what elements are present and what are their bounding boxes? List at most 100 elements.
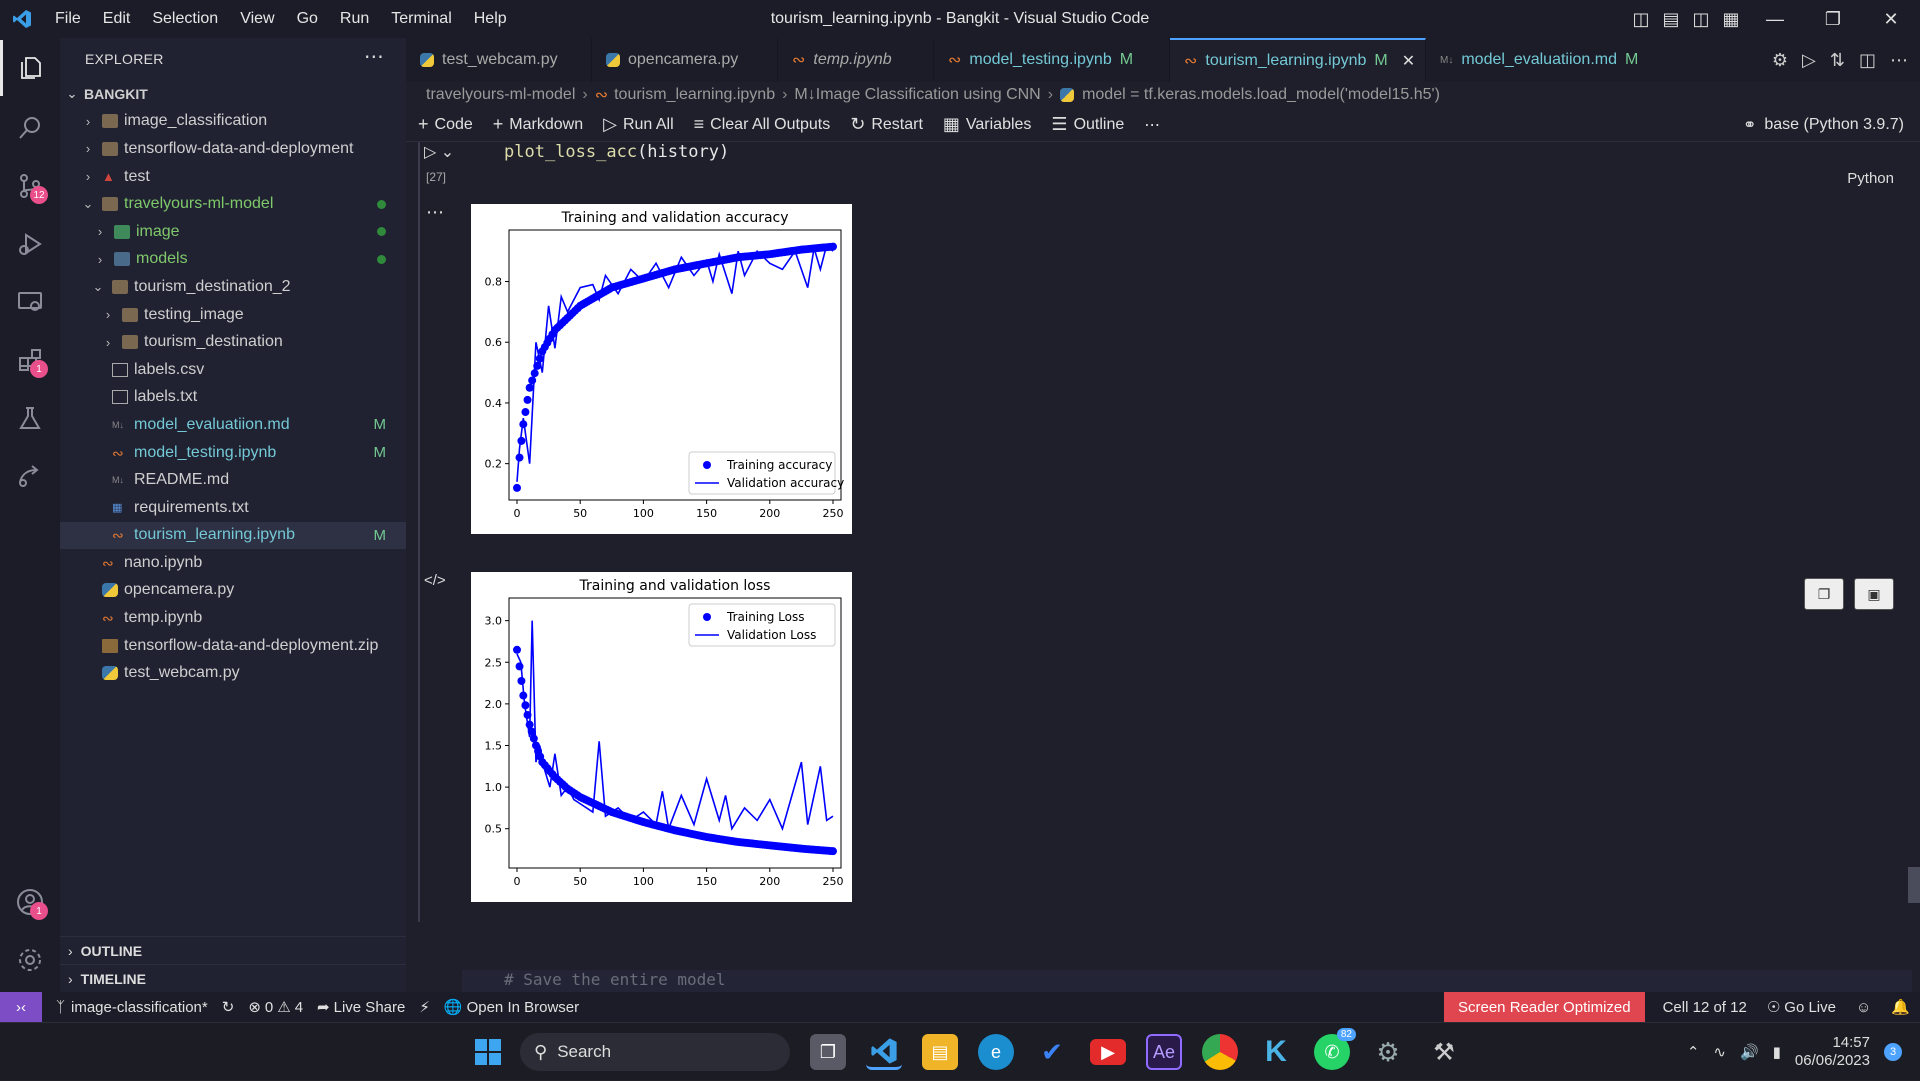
kernel-picker[interactable]: ⚭ base (Python 3.9.7) <box>1742 115 1904 134</box>
edge-browser-icon[interactable]: e <box>978 1034 1014 1070</box>
tree-item-testing-image[interactable]: › testing_image <box>60 301 406 329</box>
remote-indicator-icon[interactable]: ›‹ <box>0 992 42 1022</box>
breadcrumb-heading[interactable]: M↓Image Classification using CNN <box>794 86 1041 103</box>
close-window-button[interactable]: ✕ <box>1883 8 1899 29</box>
tree-item-travelyours-ml-model[interactable]: ⌄ travelyours-ml-model <box>60 190 406 218</box>
live-share-icon[interactable] <box>0 448 60 504</box>
cell-code[interactable]: plot_loss_acc(history) <box>504 142 730 162</box>
flash-icon[interactable]: ⚡ <box>419 999 430 1016</box>
notifications-bell-icon[interactable]: 🔔 <box>1891 999 1910 1016</box>
extensions-icon[interactable]: 1 <box>0 332 60 388</box>
copy-output-icon[interactable]: ❐ <box>1804 578 1844 610</box>
tab-opencamera-py[interactable]: opencamera.py <box>592 38 778 82</box>
taskbar-search[interactable]: ⚲ Search <box>520 1033 790 1071</box>
sync-icon[interactable]: ↻ <box>221 999 235 1016</box>
menu-go[interactable]: Go <box>296 10 318 27</box>
notification-count[interactable]: 3 <box>1884 1043 1902 1061</box>
more-actions-icon[interactable]: ⋯ <box>1890 49 1908 70</box>
go-live-button[interactable]: ☉ Go Live <box>1766 998 1836 1017</box>
split-editor-icon[interactable]: ◫ <box>1858 49 1876 70</box>
tree-item-test[interactable]: › ▲ test <box>60 163 406 191</box>
tree-item-tensorflow-zip[interactable]: tensorflow-data-and-deployment.zip <box>60 632 406 660</box>
run-debug-icon[interactable] <box>0 216 60 272</box>
run-all-button[interactable]: ▷ Run All <box>603 114 674 134</box>
screen-reader-badge[interactable]: Screen Reader Optimized <box>1444 992 1645 1022</box>
add-code-button[interactable]: + Code <box>418 114 473 134</box>
menu-selection[interactable]: Selection <box>152 10 219 27</box>
menu-help[interactable]: Help <box>473 10 507 27</box>
tab-model-evaluatiion-md[interactable]: M↓ model_evaluatiion.md M <box>1440 51 1639 68</box>
tree-item-model-evaluatiion-md[interactable]: M↓ model_evaluatiion.md M <box>112 415 386 434</box>
tree-item-image[interactable]: › image <box>60 218 406 246</box>
live-share-button[interactable]: ➦ Live Share <box>317 998 406 1017</box>
tree-item-tourism-destination[interactable]: › tourism_destination <box>60 328 406 356</box>
explorer-more-icon[interactable]: ⋯ <box>363 46 384 68</box>
toolbar-more-button[interactable]: ⋯ <box>1144 116 1161 134</box>
breadcrumb-file[interactable]: tourism_learning.ipynb <box>614 86 776 103</box>
kotlin-app-icon[interactable]: K <box>1265 1035 1287 1068</box>
wifi-icon[interactable]: ∿ <box>1713 1044 1726 1061</box>
tools-app-icon[interactable]: ⚒ <box>1433 1038 1455 1066</box>
battery-icon[interactable]: ▮ <box>1772 1044 1781 1061</box>
source-control-icon[interactable]: 12 <box>0 158 60 214</box>
toggle-primary-sidebar-icon[interactable]: ◫ <box>1632 8 1650 29</box>
tree-item-opencamera-py[interactable]: opencamera.py <box>60 577 406 605</box>
chrome-icon[interactable] <box>1202 1034 1238 1070</box>
whatsapp-icon[interactable]: ✆ 82 <box>1314 1028 1356 1070</box>
feedback-icon[interactable]: ☺ <box>1855 998 1872 1016</box>
tree-item-model-testing-ipynb[interactable]: ∾ model_testing.ipynb M <box>112 443 386 462</box>
tree-item-image-classification[interactable]: › image_classification <box>60 108 406 136</box>
tree-item-tourism-destination-2[interactable]: ⌄ tourism_destination_2 <box>60 273 406 301</box>
run-cell-icon[interactable]: ▷ ⌄ <box>424 144 455 161</box>
menu-terminal[interactable]: Terminal <box>391 10 452 27</box>
tree-item-requirements-txt[interactable]: ▦ requirements.txt <box>112 498 249 516</box>
tab-model-testing-ipynb[interactable]: ∾ model_testing.ipynb M <box>934 38 1170 82</box>
menu-run[interactable]: Run <box>339 10 370 27</box>
tab-test-webcam-py[interactable]: test_webcam.py <box>406 38 592 82</box>
minimize-button[interactable]: — <box>1766 8 1784 29</box>
tree-item-labels-txt[interactable]: labels.txt <box>60 384 406 412</box>
file-explorer-icon[interactable]: ▤ <box>922 1034 958 1070</box>
editor-scrollbar[interactable] <box>1908 867 1920 903</box>
after-effects-icon[interactable]: Ae <box>1146 1034 1182 1070</box>
add-markdown-button[interactable]: + Markdown <box>492 114 584 134</box>
tree-item-nano-ipynb[interactable]: ∾ nano.ipynb <box>102 553 203 571</box>
taskbar-clock[interactable]: 14:57 06/06/2023 <box>1794 1034 1870 1069</box>
tree-item-labels-csv[interactable]: labels.csv <box>60 356 406 384</box>
menu-view[interactable]: View <box>240 10 275 27</box>
close-tab-icon[interactable]: ✕ <box>1401 53 1416 70</box>
todo-icon[interactable]: ✔ <box>1041 1036 1063 1067</box>
testing-icon[interactable] <box>0 390 60 446</box>
settings-gear-icon[interactable] <box>0 932 60 988</box>
tab-tourism-learning-ipynb[interactable]: ∾ tourism_learning.ipynb M ✕ <box>1170 38 1426 82</box>
cell-language[interactable]: Python <box>1847 170 1894 187</box>
timeline-section[interactable]: › TIMELINE <box>60 964 406 992</box>
workspace-root[interactable]: ⌄ BANGKIT <box>60 80 406 108</box>
variables-button[interactable]: ▦ Variables <box>942 114 1032 134</box>
customize-layout-icon[interactable]: ▦ <box>1722 8 1740 29</box>
explorer-icon[interactable] <box>0 40 60 96</box>
tree-item-test-webcam-py[interactable]: test_webcam.py <box>60 659 406 687</box>
branch-indicator[interactable]: ᛉ image-classification* <box>56 998 208 1016</box>
toggle-secondary-sidebar-icon[interactable]: ◫ <box>1692 8 1710 29</box>
output-actions-icon[interactable]: ⋯ <box>426 202 445 222</box>
vscode-taskbar-icon[interactable] <box>866 1034 902 1070</box>
menu-file[interactable]: File <box>55 10 81 27</box>
youtube-icon[interactable]: ▶ <box>1090 1039 1126 1065</box>
cell-position[interactable]: Cell 12 of 12 <box>1662 998 1747 1016</box>
remote-explorer-icon[interactable] <box>0 274 60 330</box>
outline-section[interactable]: › OUTLINE <box>60 936 406 964</box>
tab-temp-ipynb[interactable]: ∾ temp.ipynb <box>778 38 934 82</box>
tray-chevron-up-icon[interactable]: ⌃ <box>1686 1044 1700 1061</box>
output-code-icon[interactable]: </> <box>424 572 446 589</box>
problems-indicator[interactable]: ⊗ 0 ⚠ 4 <box>248 998 304 1017</box>
compare-changes-icon[interactable]: ⇅ <box>1829 49 1845 70</box>
outline-button[interactable]: ☰ Outline <box>1051 114 1125 134</box>
save-output-icon[interactable]: ▣ <box>1854 578 1894 610</box>
tree-item-tensorflow-data-and-deployment[interactable]: › tensorflow-data-and-deployment <box>60 135 406 163</box>
next-cell-code[interactable]: # Save the entire model <box>462 970 1912 996</box>
breadcrumb-cell[interactable]: model = tf.keras.models.load_model('mode… <box>1082 86 1440 103</box>
clear-outputs-button[interactable]: ≡ Clear All Outputs <box>693 114 831 134</box>
tree-item-tourism-learning-ipynb[interactable]: ∾ tourism_learning.ipynb M <box>60 521 406 550</box>
restart-button[interactable]: ↻ Restart <box>850 114 923 134</box>
